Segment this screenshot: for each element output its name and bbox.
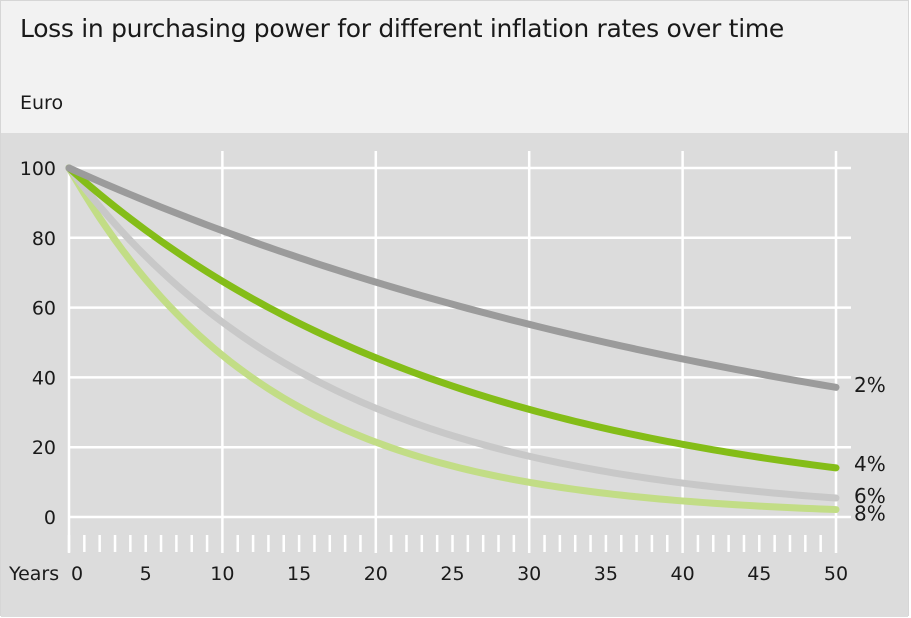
y-tick-label: 20: [32, 437, 56, 459]
chart-title: Loss in purchasing power for different i…: [20, 14, 784, 43]
x-tick-label: 5: [140, 563, 152, 585]
chart-header: Loss in purchasing power for different i…: [1, 1, 908, 127]
series-line-2pct: [65, 164, 840, 391]
series-labels: 2% 4% 6%8%: [854, 373, 886, 525]
series-label-8pct: 8%: [854, 502, 886, 526]
series-lines: [65, 164, 840, 514]
y-tick-label: 80: [32, 228, 56, 250]
series-label-6pct: 6%: [854, 484, 886, 508]
x-tick-labels: Years 0 5 10 15 20 25 30 35 40 45 50: [8, 563, 848, 585]
y-tick-label: 60: [32, 298, 56, 320]
series-label-4pct: 4%: [854, 452, 886, 476]
series-line-8pct: [65, 164, 840, 514]
x-tick-label: 20: [364, 563, 388, 585]
x-tick-label: 45: [747, 563, 771, 585]
x-minor-ticks: [67, 535, 822, 552]
x-tick-label: 35: [594, 563, 618, 585]
x-axis-label: Years: [8, 563, 59, 585]
x-tick-label: 30: [517, 563, 541, 585]
x-tick-label: 10: [210, 563, 234, 585]
y-tick-label: 40: [32, 367, 56, 389]
x-tick-label: 0: [71, 563, 83, 585]
x-tick-label: 50: [824, 563, 848, 585]
grid-lines: [67, 151, 851, 553]
x-tick-label: 15: [287, 563, 311, 585]
series-line-4pct: [65, 164, 840, 472]
series-label-2pct: 2%: [854, 373, 886, 397]
y-tick-label: 100: [20, 158, 56, 180]
y-axis-unit-label: Euro: [20, 92, 64, 114]
x-tick-label: 25: [440, 563, 464, 585]
x-tick-label: 40: [671, 563, 695, 585]
y-tick-labels: 0 20 40 60 80 100: [20, 158, 56, 529]
series-line-6pct: [65, 164, 840, 502]
y-tick-label: 0: [44, 507, 56, 529]
